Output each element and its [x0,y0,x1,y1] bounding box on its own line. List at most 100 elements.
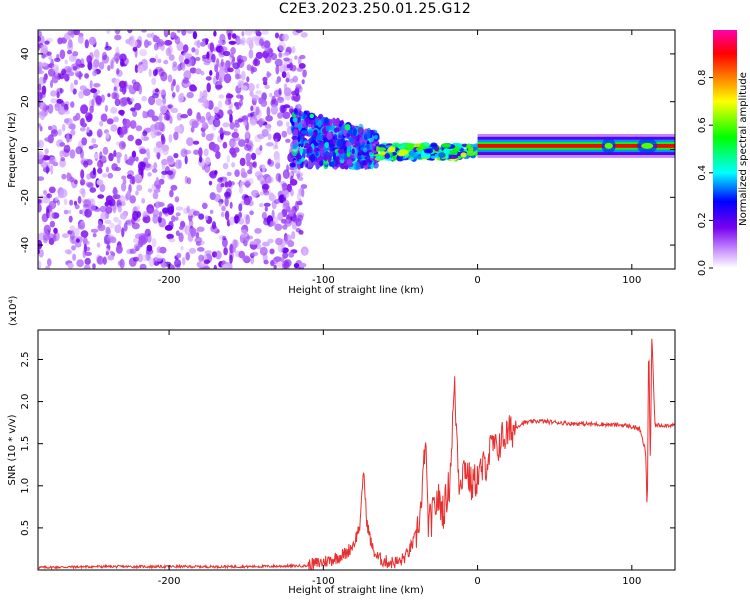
heatmap-cell [203,148,209,157]
heatmap-cell [239,157,246,167]
heatmap-cell [154,261,160,266]
top-ytick-label: 20 [20,95,31,108]
heatmap-cell [185,251,190,261]
heatmap-cell [155,141,164,149]
heatmap-cell [289,179,298,186]
heatmap-cell [84,39,90,49]
heatmap-cell [167,104,173,109]
colorbar-tick-label: 0.8 [697,70,708,86]
heatmap-cell [72,51,79,57]
heatmap-cell [186,137,194,147]
heatmap-cell [107,254,115,261]
heatmap-cell [121,175,127,180]
heatmap-cell [309,113,314,119]
heatmap-cell [264,44,271,54]
heatmap-cell [354,161,360,171]
heatmap-cell [170,184,178,191]
heatmap-cell [117,260,123,266]
heatmap-cell [163,59,169,65]
heatmap-cell [209,209,214,214]
heatmap-cell [133,243,142,250]
heatmap-cell [163,114,170,121]
heatmap-cell [215,250,222,260]
heatmap-cell [346,145,351,153]
heatmap-cell [244,138,250,144]
heatmap-cell [184,58,190,65]
heatmap-cell [79,127,86,132]
heatmap-cell [219,46,228,52]
heatmap-cell [263,259,269,265]
heatmap-cell [384,153,391,159]
heatmap-cell [69,230,75,241]
heatmap-cell [111,163,118,171]
heatmap-cell [275,64,280,75]
heatmap-cell [209,70,213,76]
heatmap-cell [289,162,296,168]
y-scale-label: (x10⁴) [8,295,19,326]
heatmap-cell [162,97,167,105]
heatmap-cell [171,215,176,223]
heatmap-cell [206,82,211,93]
heatmap-cell [238,211,243,219]
heatmap-cell [306,119,314,128]
heatmap-cell [192,140,200,145]
heatmap-cell [83,264,91,269]
heatmap-cell [39,125,43,132]
heatmap-cell [112,186,118,196]
heatmap-cell [218,68,225,78]
heatmap-cell [213,264,217,269]
heatmap-cell [234,73,240,80]
heatmap-cell [289,78,294,83]
heatmap-cell [288,209,295,217]
heatmap-cell [76,259,84,268]
heatmap-cell [151,115,159,122]
heatmap-cell [83,199,91,207]
heatmap-cell [224,181,229,188]
heatmap-cell [278,173,282,183]
heatmap-cell [368,151,373,157]
heatmap-cell [257,133,265,140]
heatmap-cell [173,153,179,159]
heatmap-cell [213,30,217,37]
heatmap-cell [397,152,405,157]
heatmap-cell [291,147,298,157]
heatmap-cell [100,113,108,122]
heatmap-cell [104,104,108,113]
heatmap-cell [274,223,283,231]
heatmap-cell [220,58,224,68]
heatmap-cell [102,146,109,155]
heatmap-cell [170,82,174,92]
heatmap-cell [44,40,50,45]
heatmap-cell [113,216,119,223]
heatmap-cell [209,132,215,138]
heatmap-cell [281,130,288,138]
heatmap-cell [96,179,104,186]
heatmap-cell [181,30,187,36]
heatmap-cell [46,193,53,199]
heatmap-cell [351,142,358,148]
heatmap-cell [141,198,146,204]
heatmap-cell [236,35,241,46]
heatmap-cell [112,203,117,214]
heatmap-cell [296,201,303,206]
heatmap-cell [222,263,229,269]
heatmap-cell [50,164,54,175]
heatmap-cell [178,54,184,63]
heatmap-cell [205,111,212,121]
heatmap-cell [229,141,234,147]
heatmap-cell [283,57,290,62]
heatmap-cell [409,150,415,156]
heatmap-cell [186,91,194,99]
heatmap-cell [285,77,290,83]
heatmap-cell [53,227,58,234]
heatmap-cell [174,196,180,203]
heatmap-cell [230,47,236,55]
heatmap-cell [99,183,106,193]
heatmap-cell [430,155,436,159]
heatmap-cell [91,98,95,108]
heatmap-cell [301,157,305,162]
heatmap-cell [295,83,302,91]
heatmap-cell [132,109,138,118]
heatmap-cell [155,177,159,186]
